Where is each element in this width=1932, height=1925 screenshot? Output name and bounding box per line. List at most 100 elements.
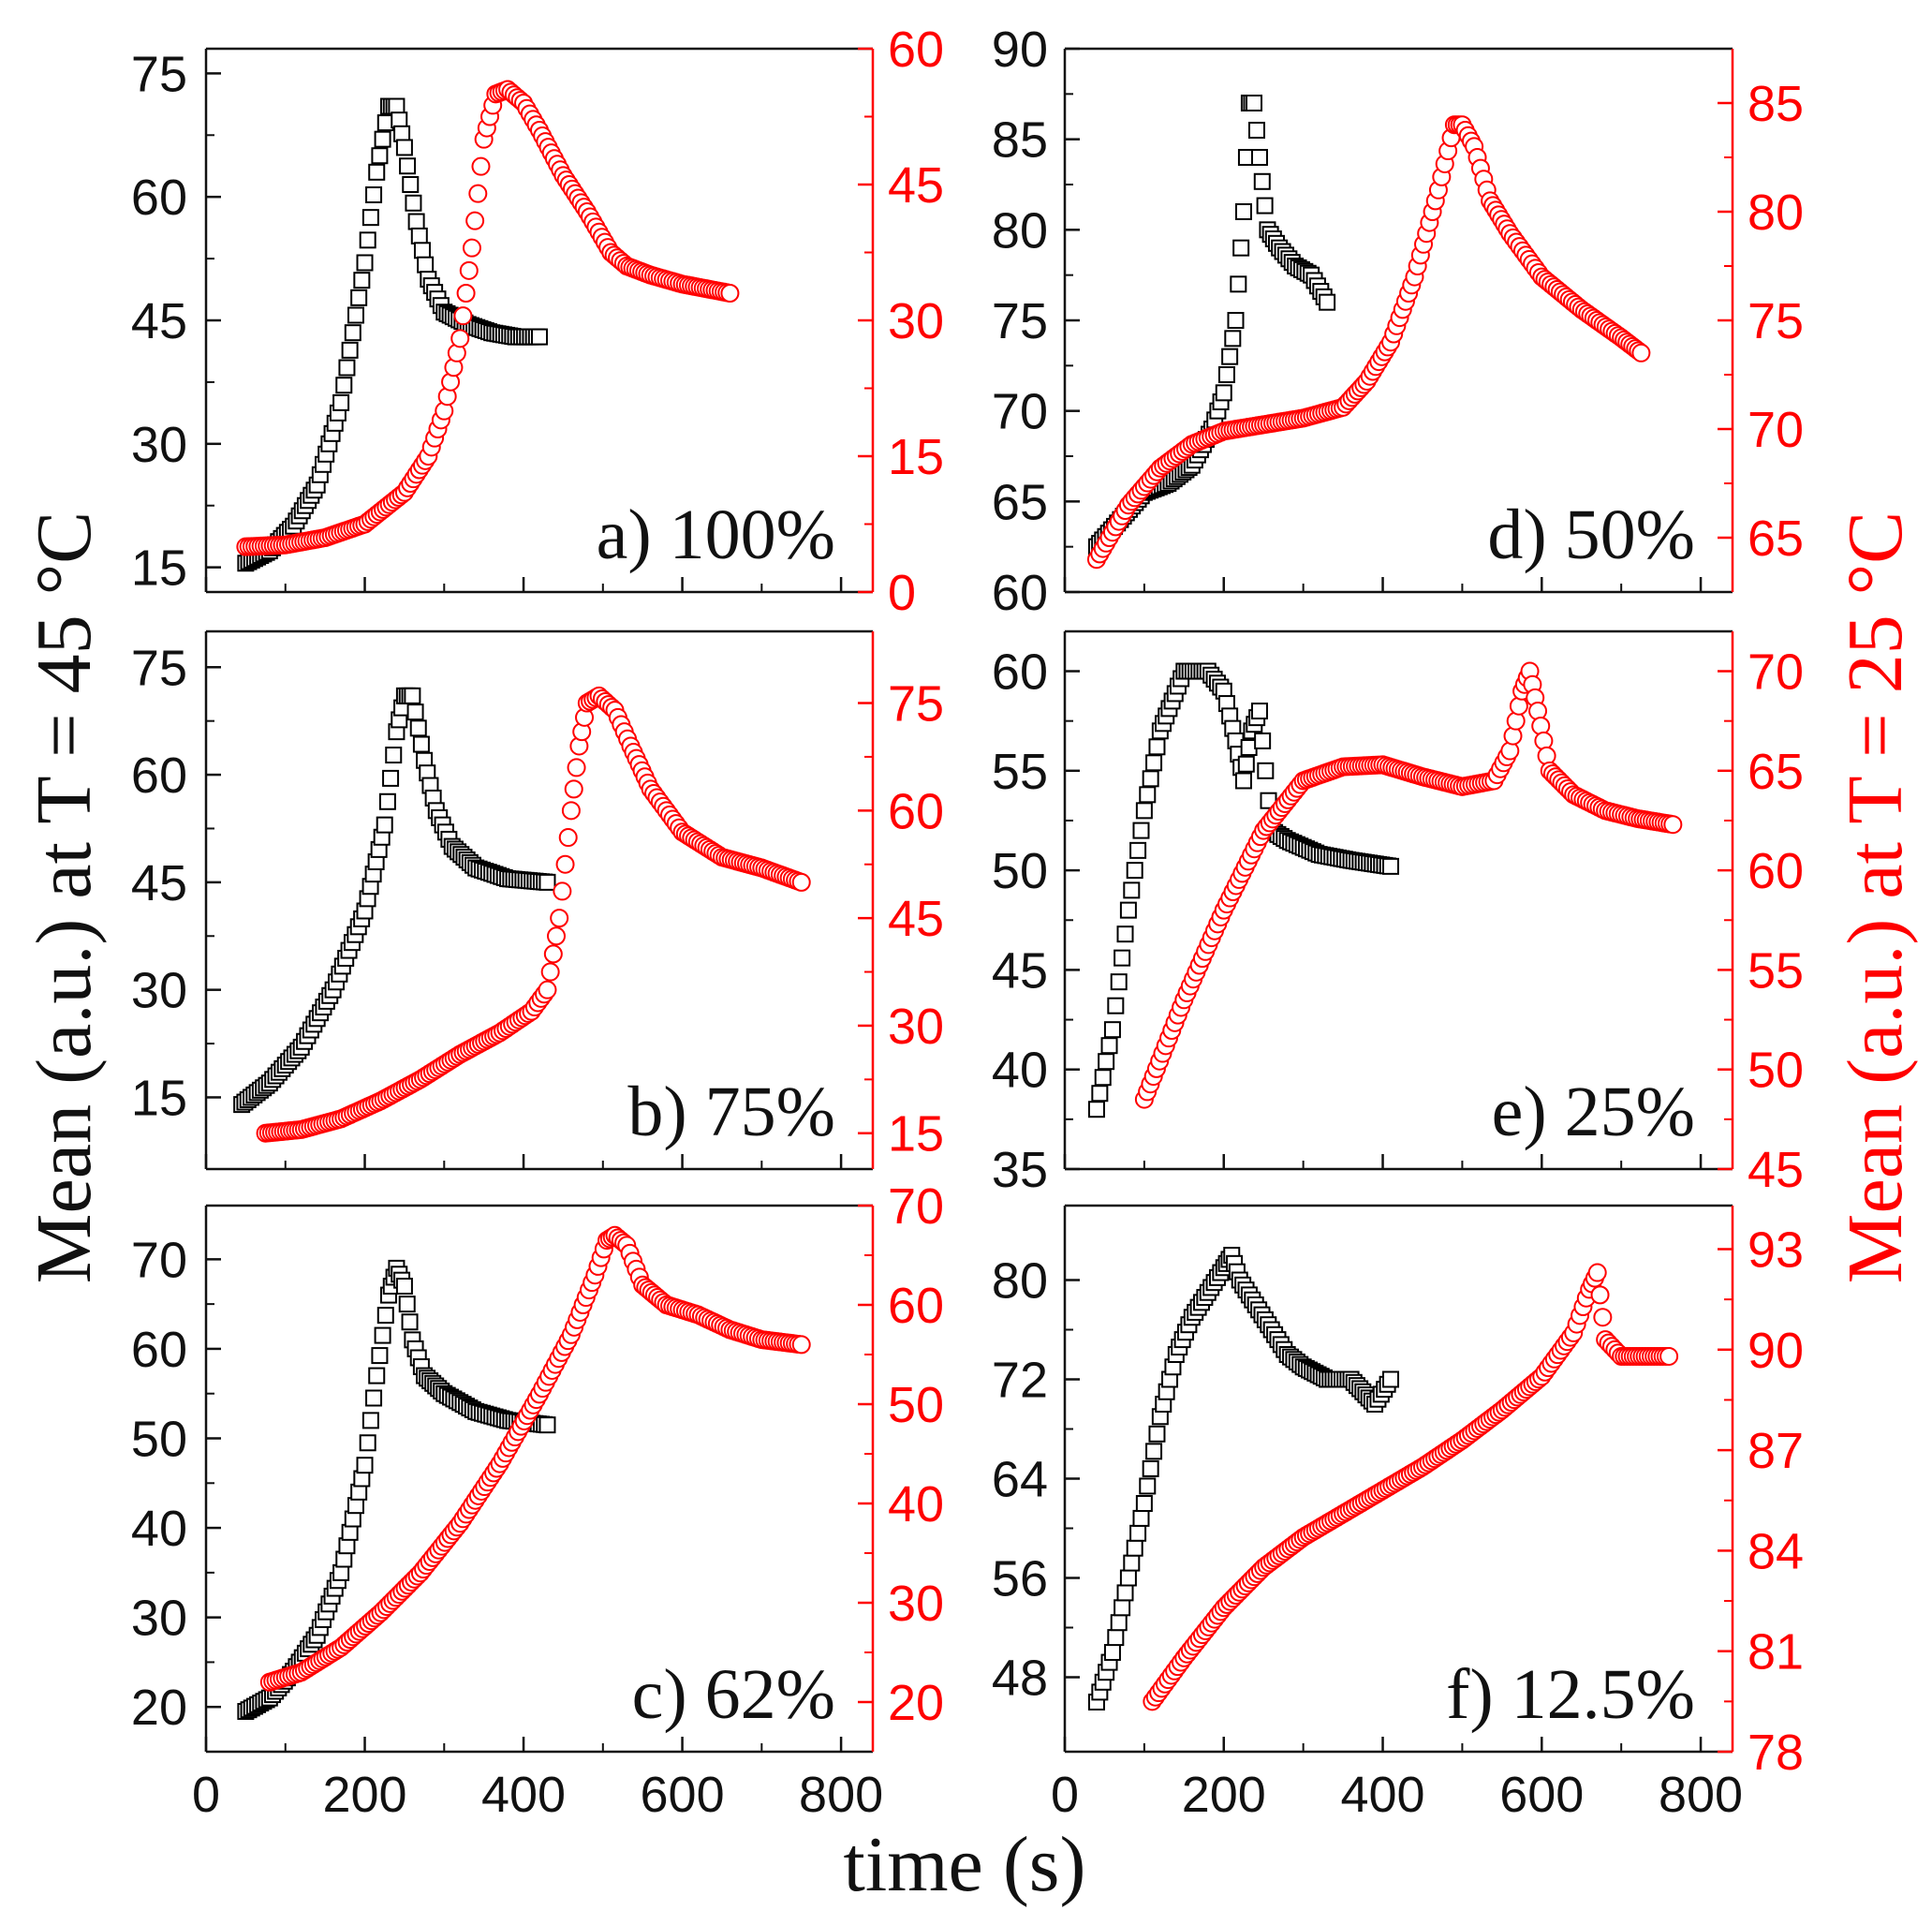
left-tick-label: 60: [131, 748, 187, 804]
data-point: [341, 341, 359, 359]
data-point: [1145, 754, 1163, 772]
data-point: [398, 1296, 416, 1313]
data-point: [1139, 786, 1157, 804]
left-tick-label: 35: [992, 1142, 1048, 1198]
data-point: [401, 1313, 419, 1331]
data-point: [332, 393, 350, 411]
data-point: [365, 185, 383, 203]
left-tick-label: 15: [131, 1070, 187, 1126]
data-point: [462, 238, 481, 258]
data-point: [402, 176, 420, 193]
right-tick-label: 75: [888, 676, 944, 733]
data-point: [1593, 1308, 1613, 1327]
data-point: [1230, 275, 1247, 293]
data-point: [1091, 1085, 1109, 1103]
right-tick-label: 30: [888, 999, 944, 1055]
data-point: [353, 272, 371, 289]
data-point: [450, 329, 470, 348]
data-point: [1148, 1425, 1166, 1443]
left-tick-label: 30: [131, 1591, 187, 1647]
right-tick-label: 60: [888, 22, 944, 78]
data-point: [1142, 770, 1159, 788]
data-point: [471, 156, 491, 176]
data-point: [538, 1416, 556, 1434]
right-tick-label: 55: [1748, 942, 1804, 999]
data-point: [1135, 1495, 1153, 1512]
data-point: [376, 1307, 394, 1325]
panel-6: 48 56 64 72 80 78 81 84 87 90 93 0 200 400 600 800 f) 12…: [992, 1204, 1804, 1823]
data-point: [567, 758, 586, 777]
data-point: [1503, 726, 1523, 746]
left-tick-label: 70: [131, 1232, 187, 1288]
data-point: [1319, 293, 1336, 311]
data-point: [1506, 711, 1526, 731]
panel-label: d) 50%: [1487, 496, 1695, 574]
right-tick-label: 85: [1748, 76, 1804, 132]
series-25C: [1086, 115, 1651, 570]
data-point: [1132, 822, 1150, 839]
data-point: [561, 801, 581, 821]
data-point: [1119, 1569, 1137, 1587]
data-point: [409, 719, 427, 737]
panel-3: 20 30 40 50 60 70 20 30 40 50 60 70 0 200 400 600 800 c) …: [131, 1178, 944, 1823]
data-point: [1247, 122, 1265, 139]
data-point: [1659, 1346, 1679, 1366]
data-point: [1256, 197, 1274, 215]
left-tick-label: 45: [992, 942, 1048, 999]
right-tick-label: 90: [1748, 1323, 1804, 1379]
left-tick-label: 80: [992, 1253, 1048, 1310]
left-tick-label: 64: [992, 1452, 1048, 1508]
series-25C: [1134, 661, 1683, 1109]
data-point: [1382, 857, 1400, 875]
data-point: [376, 816, 393, 834]
data-point: [1509, 696, 1528, 716]
data-point: [1232, 239, 1250, 257]
data-point: [405, 194, 422, 212]
left-tick-label: 60: [992, 565, 1048, 621]
right-tick-label: 45: [888, 891, 944, 947]
panel-2: 15 30 45 60 75 15 30 45 60 75 b) 75%: [131, 629, 944, 1171]
left-tick-label: 75: [992, 293, 1048, 349]
data-point: [395, 139, 413, 156]
data-point: [791, 872, 811, 892]
data-point: [365, 1389, 383, 1407]
left-tick-label: 20: [131, 1680, 187, 1736]
data-point: [391, 111, 408, 129]
left-tick-label: 70: [992, 384, 1048, 440]
left-tick-label: 50: [992, 843, 1048, 899]
left-tick-label: 15: [131, 540, 187, 597]
data-point: [371, 147, 389, 165]
panel-4: 60 65 70 75 80 85 90 65 70 75 80 85 d) 50%: [992, 22, 1804, 621]
data-point: [1537, 746, 1556, 765]
series-25C: [1143, 1263, 1679, 1711]
data-point: [1103, 1021, 1121, 1039]
right-tick-label: 60: [888, 1278, 944, 1334]
data-point: [1224, 330, 1242, 348]
left-tick-label: 48: [992, 1651, 1048, 1707]
data-point: [388, 97, 406, 115]
data-point: [1148, 738, 1166, 756]
right-tick-label: 60: [1748, 843, 1804, 899]
series-45C: [1087, 95, 1336, 555]
right-tick-label: 50: [1748, 1043, 1804, 1099]
right-tick-label: 30: [888, 293, 944, 349]
data-point: [1142, 1459, 1159, 1477]
data-point: [465, 211, 485, 230]
left-tick-label: 40: [131, 1501, 187, 1557]
left-tick-label: 75: [131, 46, 187, 102]
data-point: [344, 324, 361, 342]
data-point: [1246, 95, 1263, 111]
data-point: [356, 254, 374, 272]
data-point: [407, 213, 425, 230]
data-point: [1590, 1285, 1610, 1305]
data-point: [1534, 731, 1554, 750]
right-tick-label: 50: [888, 1377, 944, 1433]
data-point: [412, 735, 430, 753]
right-tick-label: 81: [1748, 1624, 1804, 1681]
data-point: [1107, 1629, 1125, 1647]
x-tick-label: 600: [641, 1767, 725, 1823]
data-point: [1087, 1101, 1105, 1118]
left-tick-label: 30: [131, 417, 187, 473]
data-point: [1135, 802, 1153, 820]
